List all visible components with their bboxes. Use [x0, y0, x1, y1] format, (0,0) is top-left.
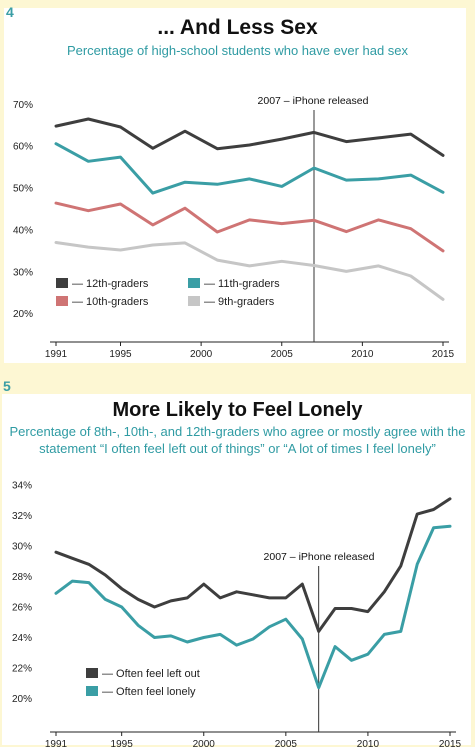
legend-swatch — [86, 668, 98, 678]
x-tick-label: 2000 — [193, 739, 216, 747]
legend-label: — 9th-graders — [204, 296, 275, 308]
line-chart-sex: 70% 60% 50% 40% 30% 20% 1991 1995 2000 2005 2010 20… — [13, 95, 455, 360]
y-tick-label: 70% — [13, 100, 33, 111]
x-tick-label: 2005 — [271, 349, 294, 360]
series-line-often-feel-left-out — [54, 497, 452, 633]
y-tick-label: 20% — [13, 309, 33, 320]
chart-panel-sex: 4 ... And Less Sex Percentage of high-sc… — [0, 0, 475, 370]
y-tick-label: 50% — [13, 184, 33, 195]
series-line-often-feel-lonely — [54, 524, 452, 690]
y-tick-label: 32% — [12, 511, 32, 522]
chart-subtitle: Percentage of high-school students who h… — [66, 43, 409, 58]
iphone-annotation-label: 2007 – iPhone released — [258, 95, 369, 107]
x-tick-label: 1995 — [109, 349, 132, 360]
plot-background — [2, 394, 471, 745]
y-tick-label: 28% — [12, 572, 32, 583]
series-line-11th-graders — [54, 142, 445, 195]
legend-swatch — [188, 278, 200, 288]
legend-label: — 12th-graders — [72, 278, 149, 290]
chart-subtitle: Percentage of 8th-, 10th-, and 12th-grad… — [9, 424, 466, 456]
panel-number: 4 — [6, 4, 14, 20]
legend-label: — Often feel lonely — [102, 686, 196, 698]
iphone-annotation-label: 2007 – iPhone released — [264, 551, 375, 563]
x-tick-label: 1995 — [111, 739, 134, 747]
series-line-10th-graders — [54, 201, 445, 253]
y-tick-label: 34% — [12, 481, 32, 492]
legend-swatch — [56, 278, 68, 288]
x-tick-label: 2010 — [351, 349, 374, 360]
series-line-9th-graders — [54, 241, 445, 301]
plot-background — [4, 8, 466, 363]
chart-panel-lonely: 5 More Likely to Feel Lonely Percentage … — [0, 376, 475, 747]
x-tick-label: 2015 — [439, 739, 462, 747]
y-tick-label: 60% — [13, 142, 33, 153]
x-tick-label: 2015 — [432, 349, 455, 360]
legend-swatch — [86, 686, 98, 696]
series-line-12th-graders — [54, 117, 445, 157]
x-tick-label: 2000 — [190, 349, 213, 360]
legend-swatch — [56, 296, 68, 306]
chart-title: ... And Less Sex — [157, 16, 318, 39]
x-tick-label: 2005 — [275, 739, 298, 747]
line-chart-lonely: 34% 32% 30% 28% 26% 24% 22% 20% 1991 1995 2000 2005… — [12, 481, 462, 747]
legend-label: — 10th-graders — [72, 296, 149, 308]
y-tick-label: 20% — [12, 694, 32, 705]
chart-title: More Likely to Feel Lonely — [112, 399, 363, 421]
y-tick-label: 22% — [12, 663, 32, 674]
y-tick-label: 30% — [12, 542, 32, 553]
legend-label: — Often feel left out — [102, 668, 200, 680]
panel-number: 5 — [3, 378, 11, 394]
y-tick-label: 30% — [13, 267, 33, 278]
x-tick-label: 1991 — [45, 739, 68, 747]
y-tick-label: 24% — [12, 633, 32, 644]
y-tick-label: 26% — [12, 602, 32, 613]
legend-label: — 11th-graders — [204, 278, 280, 290]
x-tick-label: 1991 — [45, 349, 68, 360]
legend-swatch — [188, 296, 200, 306]
x-tick-label: 2010 — [357, 739, 380, 747]
y-tick-label: 40% — [13, 225, 33, 236]
